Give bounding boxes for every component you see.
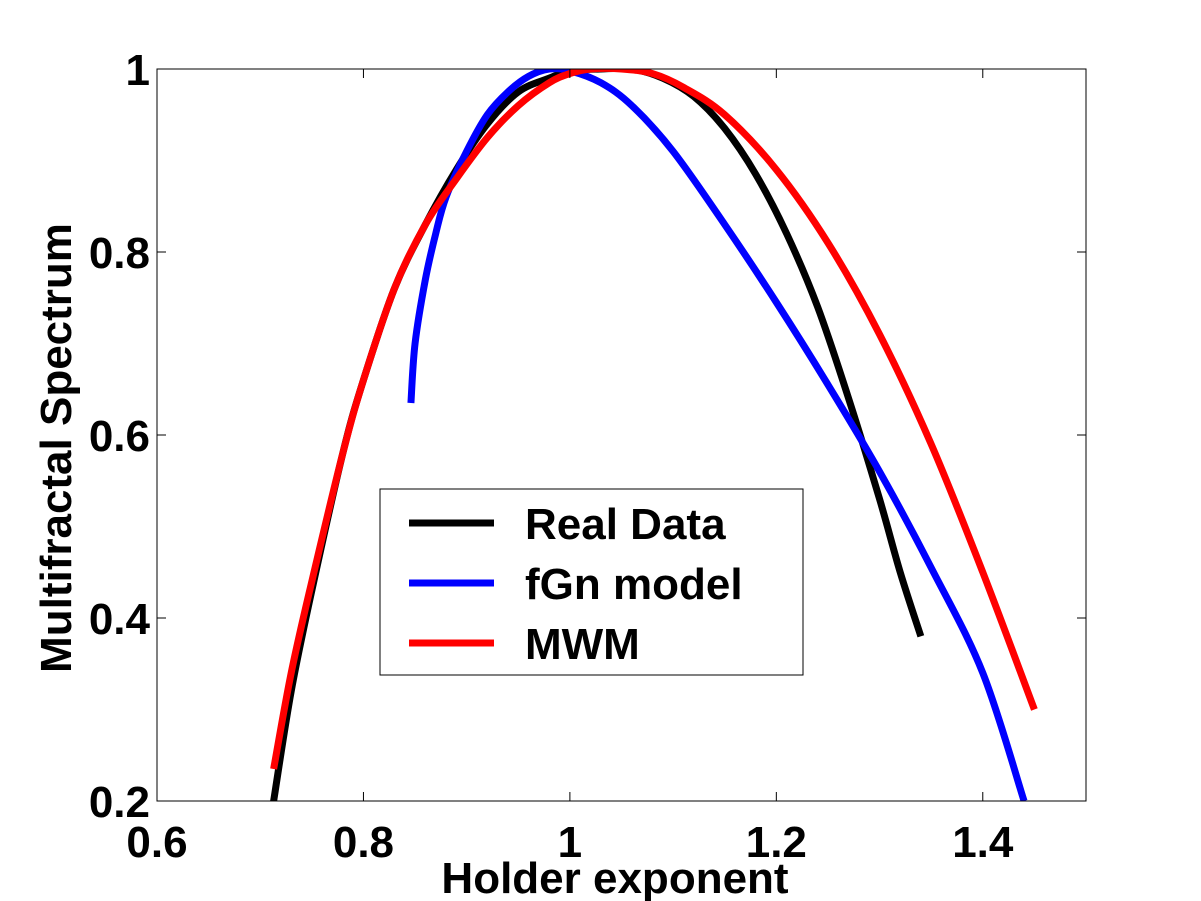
x-tick-label: 1.4 — [952, 818, 1014, 867]
series-line-mwm — [270, 69, 1038, 770]
y-tick-label: 0.8 — [89, 229, 150, 278]
y-tick-label: 0.4 — [89, 595, 151, 644]
x-axis-title: Holder exponent — [441, 854, 788, 901]
x-tick-label: 0.6 — [126, 818, 187, 867]
y-tick-labels: 0.2 0.4 0.6 0.8 1 — [89, 46, 151, 827]
y-tick-label: 1 — [126, 46, 150, 95]
legend: Real Data fGn model MWM — [379, 488, 804, 676]
x-tick-labels: 0.6 0.8 1 1.2 1.4 — [126, 818, 1013, 867]
series-layer — [270, 69, 1038, 801]
x-tick-label: 1 — [558, 818, 582, 867]
legend-label-mwm: MWM — [525, 620, 640, 669]
legend-label-fgn-model: fGn model — [525, 560, 743, 609]
y-axis-title: Multifractal Spectrum — [32, 223, 81, 673]
series-line-fgn-model — [407, 69, 1028, 801]
legend-label-real-data: Real Data — [525, 500, 726, 549]
x-tick-label: 0.8 — [333, 818, 394, 867]
ticks-layer — [156, 68, 1086, 802]
y-tick-label: 0.2 — [89, 778, 150, 827]
x-tick-label: 1.2 — [746, 818, 807, 867]
y-tick-label: 0.6 — [89, 412, 150, 461]
